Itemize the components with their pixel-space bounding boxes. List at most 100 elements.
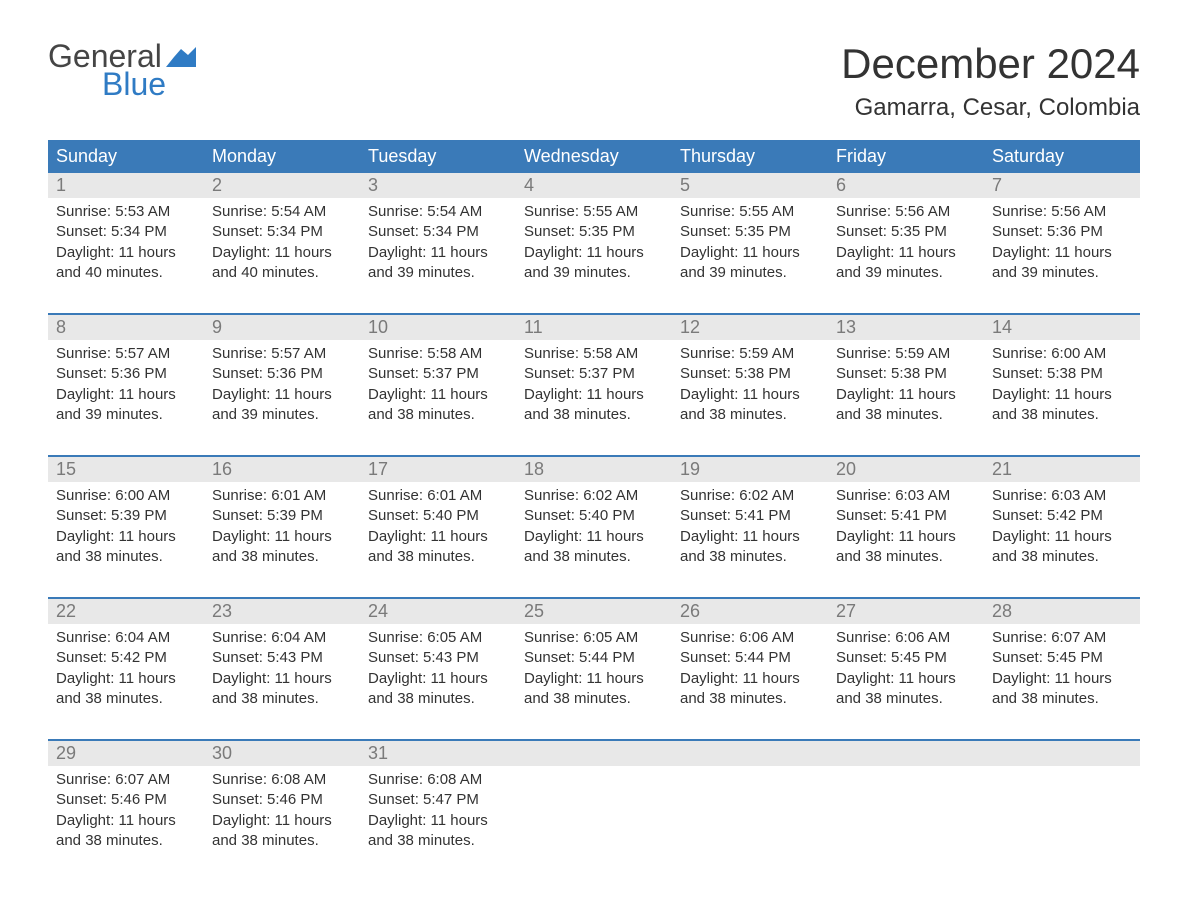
day-cell: Sunrise: 6:04 AMSunset: 5:43 PMDaylight:… (204, 624, 360, 719)
daylight-line: Daylight: 11 hours and 38 minutes. (680, 669, 820, 710)
daylight-line: Daylight: 11 hours and 38 minutes. (212, 811, 352, 852)
day-cell: Sunrise: 6:01 AMSunset: 5:39 PMDaylight:… (204, 482, 360, 577)
daylight-line: Daylight: 11 hours and 40 minutes. (212, 243, 352, 284)
daylight-line: Daylight: 11 hours and 38 minutes. (368, 811, 508, 852)
location-subtitle: Gamarra, Cesar, Colombia (841, 94, 1140, 122)
day-number: 26 (672, 599, 828, 624)
day-number: 24 (360, 599, 516, 624)
calendar-week: 15161718192021Sunrise: 6:00 AMSunset: 5:… (48, 455, 1140, 577)
day-number: 21 (984, 457, 1140, 482)
sunset-line: Sunset: 5:37 PM (368, 364, 508, 384)
day-cell: Sunrise: 5:54 AMSunset: 5:34 PMDaylight:… (360, 198, 516, 293)
day-cell: Sunrise: 5:56 AMSunset: 5:35 PMDaylight:… (828, 198, 984, 293)
sunrise-line: Sunrise: 5:58 AM (368, 344, 508, 364)
daylight-line: Daylight: 11 hours and 38 minutes. (56, 811, 196, 852)
sunrise-line: Sunrise: 6:03 AM (992, 486, 1132, 506)
day-number: 3 (360, 173, 516, 198)
daylight-line: Daylight: 11 hours and 38 minutes. (524, 527, 664, 568)
day-number: 6 (828, 173, 984, 198)
day-cell: Sunrise: 6:08 AMSunset: 5:46 PMDaylight:… (204, 766, 360, 861)
day-cell: Sunrise: 5:57 AMSunset: 5:36 PMDaylight:… (48, 340, 204, 435)
day-cell (828, 766, 984, 861)
day-cell: Sunrise: 6:02 AMSunset: 5:40 PMDaylight:… (516, 482, 672, 577)
day-cell: Sunrise: 6:04 AMSunset: 5:42 PMDaylight:… (48, 624, 204, 719)
sunset-line: Sunset: 5:40 PM (524, 506, 664, 526)
sunset-line: Sunset: 5:46 PM (212, 790, 352, 810)
day-cell: Sunrise: 6:07 AMSunset: 5:45 PMDaylight:… (984, 624, 1140, 719)
sunset-line: Sunset: 5:44 PM (680, 648, 820, 668)
calendar-week: 22232425262728Sunrise: 6:04 AMSunset: 5:… (48, 597, 1140, 719)
calendar: SundayMondayTuesdayWednesdayThursdayFrid… (48, 140, 1140, 861)
sunrise-line: Sunrise: 6:00 AM (992, 344, 1132, 364)
day-number: 12 (672, 315, 828, 340)
day-number: 30 (204, 741, 360, 766)
daylight-line: Daylight: 11 hours and 38 minutes. (524, 385, 664, 426)
sunrise-line: Sunrise: 5:58 AM (524, 344, 664, 364)
day-number: 9 (204, 315, 360, 340)
sunrise-line: Sunrise: 6:06 AM (680, 628, 820, 648)
sunset-line: Sunset: 5:47 PM (368, 790, 508, 810)
sunrise-line: Sunrise: 6:03 AM (836, 486, 976, 506)
day-number-row: 22232425262728 (48, 599, 1140, 624)
day-cell (984, 766, 1140, 861)
calendar-week: 293031Sunrise: 6:07 AMSunset: 5:46 PMDay… (48, 739, 1140, 861)
daylight-line: Daylight: 11 hours and 38 minutes. (836, 669, 976, 710)
sunset-line: Sunset: 5:42 PM (56, 648, 196, 668)
sunset-line: Sunset: 5:35 PM (524, 222, 664, 242)
day-cell: Sunrise: 6:06 AMSunset: 5:44 PMDaylight:… (672, 624, 828, 719)
day-number-row: 1234567 (48, 173, 1140, 198)
daylight-line: Daylight: 11 hours and 38 minutes. (212, 527, 352, 568)
daylight-line: Daylight: 11 hours and 38 minutes. (56, 527, 196, 568)
day-number (984, 741, 1140, 766)
sunrise-line: Sunrise: 5:57 AM (56, 344, 196, 364)
daylight-line: Daylight: 11 hours and 39 minutes. (56, 385, 196, 426)
sunset-line: Sunset: 5:41 PM (680, 506, 820, 526)
sunset-line: Sunset: 5:36 PM (992, 222, 1132, 242)
day-cell: Sunrise: 6:03 AMSunset: 5:41 PMDaylight:… (828, 482, 984, 577)
daylight-line: Daylight: 11 hours and 39 minutes. (524, 243, 664, 284)
sunrise-line: Sunrise: 5:59 AM (836, 344, 976, 364)
day-number: 17 (360, 457, 516, 482)
sunrise-line: Sunrise: 5:59 AM (680, 344, 820, 364)
sunset-line: Sunset: 5:34 PM (56, 222, 196, 242)
sunset-line: Sunset: 5:42 PM (992, 506, 1132, 526)
sunrise-line: Sunrise: 6:08 AM (368, 770, 508, 790)
day-cell: Sunrise: 6:00 AMSunset: 5:39 PMDaylight:… (48, 482, 204, 577)
sunrise-line: Sunrise: 6:00 AM (56, 486, 196, 506)
daylight-line: Daylight: 11 hours and 40 minutes. (56, 243, 196, 284)
day-cell: Sunrise: 5:58 AMSunset: 5:37 PMDaylight:… (516, 340, 672, 435)
daylight-line: Daylight: 11 hours and 38 minutes. (992, 527, 1132, 568)
sunset-line: Sunset: 5:35 PM (836, 222, 976, 242)
day-cell: Sunrise: 6:01 AMSunset: 5:40 PMDaylight:… (360, 482, 516, 577)
sunset-line: Sunset: 5:44 PM (524, 648, 664, 668)
day-cell: Sunrise: 6:06 AMSunset: 5:45 PMDaylight:… (828, 624, 984, 719)
flag-icon (166, 47, 196, 67)
day-number (828, 741, 984, 766)
sunset-line: Sunset: 5:36 PM (56, 364, 196, 384)
day-number: 4 (516, 173, 672, 198)
day-cell: Sunrise: 6:05 AMSunset: 5:43 PMDaylight:… (360, 624, 516, 719)
day-cell: Sunrise: 6:03 AMSunset: 5:42 PMDaylight:… (984, 482, 1140, 577)
sunset-line: Sunset: 5:37 PM (524, 364, 664, 384)
day-cell: Sunrise: 5:56 AMSunset: 5:36 PMDaylight:… (984, 198, 1140, 293)
sunrise-line: Sunrise: 5:55 AM (524, 202, 664, 222)
sunrise-line: Sunrise: 6:01 AM (212, 486, 352, 506)
sunset-line: Sunset: 5:41 PM (836, 506, 976, 526)
sunset-line: Sunset: 5:35 PM (680, 222, 820, 242)
daylight-line: Daylight: 11 hours and 39 minutes. (368, 243, 508, 284)
day-number: 15 (48, 457, 204, 482)
daylight-line: Daylight: 11 hours and 38 minutes. (836, 385, 976, 426)
daylight-line: Daylight: 11 hours and 38 minutes. (368, 669, 508, 710)
weekday-header: Tuesday (360, 140, 516, 173)
weekday-header: Sunday (48, 140, 204, 173)
sunrise-line: Sunrise: 5:56 AM (992, 202, 1132, 222)
month-title: December 2024 (841, 40, 1140, 88)
daylight-line: Daylight: 11 hours and 38 minutes. (992, 669, 1132, 710)
calendar-week: 891011121314Sunrise: 5:57 AMSunset: 5:36… (48, 313, 1140, 435)
sunrise-line: Sunrise: 5:56 AM (836, 202, 976, 222)
daylight-line: Daylight: 11 hours and 39 minutes. (680, 243, 820, 284)
sunset-line: Sunset: 5:46 PM (56, 790, 196, 810)
day-number: 31 (360, 741, 516, 766)
sunset-line: Sunset: 5:43 PM (212, 648, 352, 668)
sunrise-line: Sunrise: 5:55 AM (680, 202, 820, 222)
